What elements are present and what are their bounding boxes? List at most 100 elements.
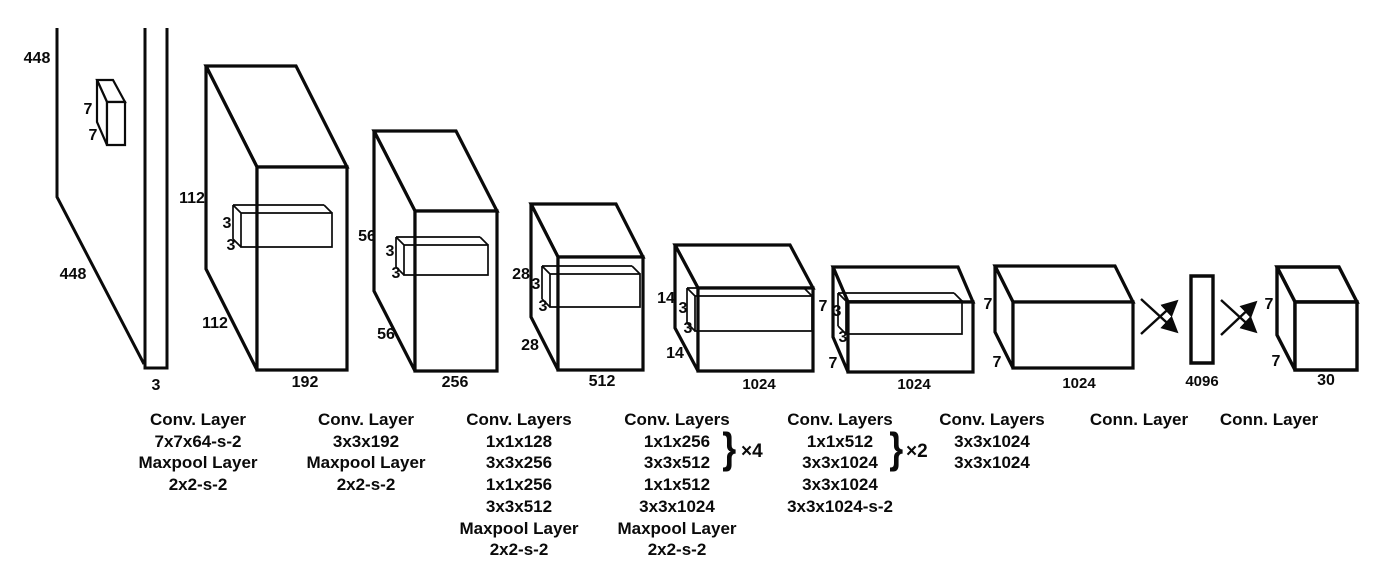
caption-line: 1x1x256	[643, 431, 711, 451]
caption-line: 2x2-s-2	[647, 540, 707, 560]
output-front-face	[1293, 300, 1359, 372]
conv-block-5-box	[830, 265, 976, 374]
dim-block3-kernel-top: 3	[532, 276, 541, 293]
dim-block1-depth: 192	[292, 374, 319, 391]
arrow-up-right-2	[1220, 300, 1258, 336]
caption-line: 2x2-s-2	[489, 540, 549, 560]
conv-block-3-box	[528, 202, 646, 372]
box5-top-face	[830, 265, 976, 304]
box6-top-face	[992, 264, 1136, 304]
kernel-slab-4	[686, 287, 813, 332]
output-cube	[1274, 265, 1360, 372]
dim-output-depth: 30	[1317, 372, 1335, 389]
caption-line: Maxpool Layer	[617, 518, 737, 538]
dim-output-top: 7	[1265, 296, 1274, 313]
dim-block4-top: 14	[657, 290, 675, 307]
caption-line: Maxpool Layer	[138, 453, 258, 473]
dim-block5-bottom: 7	[829, 355, 838, 372]
caption-line: Conn. Layer	[1219, 410, 1319, 429]
dim-block3-top: 28	[512, 266, 530, 283]
dim-block2-top: 56	[358, 228, 376, 245]
repeat-multiplier-x4: ×4	[741, 441, 763, 462]
kernel-slab-1	[232, 204, 333, 248]
dim-block3-kernel-bottom: 3	[539, 298, 548, 315]
fc-vector-4096	[1189, 274, 1215, 365]
conv-block-6-box	[992, 264, 1136, 370]
dim-block2-kernel-top: 3	[386, 243, 395, 260]
dim-block6-top: 7	[984, 296, 993, 313]
caption-line: 1x1x512	[643, 475, 711, 495]
dim-block3-depth: 512	[589, 373, 616, 390]
conv-block-2-box	[371, 129, 500, 373]
arrow-down-right-2	[1220, 299, 1258, 334]
kernel-slab-2	[395, 236, 489, 276]
caption-line: Conv. Layer	[317, 410, 415, 429]
dim-block2-bottom: 56	[377, 326, 395, 343]
caption-line: Conv. Layers	[787, 410, 893, 429]
caption-line: 1x1x128	[485, 431, 553, 451]
caption-line: 3x3x1024	[802, 475, 878, 495]
box1-front-face	[255, 165, 349, 372]
dim-block6-bottom: 7	[993, 354, 1002, 371]
dim-block4-bottom: 14	[666, 345, 684, 362]
dim-block5-depth: 1024	[897, 376, 931, 393]
caption-line: Maxpool Layer	[459, 518, 579, 538]
caption-conv-layers-4: Conv. Layers 1x1x256 3x3x512 1x1x512 3x3…	[617, 409, 736, 561]
caption-line: 1x1x256	[485, 475, 553, 495]
dim-block4-depth: 1024	[742, 376, 776, 393]
box4-front-face	[696, 286, 815, 373]
arrow-up-right-1	[1140, 299, 1179, 335]
caption-line: 7x7x64-s-2	[154, 431, 242, 451]
caption-conn-layer-1: Conn. Layer	[1090, 409, 1188, 431]
dim-block6-depth: 1024	[1062, 375, 1096, 392]
caption-line: 2x2-s-2	[168, 475, 228, 495]
caption-conv-layer-2: Conv. Layer 3x3x192 Maxpool Layer 2x2-s-…	[306, 409, 425, 496]
caption-line: 3x3x1024	[802, 453, 878, 473]
dim-input-width: 448	[60, 266, 87, 283]
dim-block5-kernel-top: 3	[833, 303, 842, 320]
box6-front-face	[1011, 300, 1135, 370]
caption-line: 3x3x192	[332, 431, 400, 451]
arrow-down-right-1	[1140, 298, 1179, 334]
dim-input-depth: 3	[152, 377, 161, 394]
repeat-multiplier-x2: ×2	[906, 441, 928, 462]
conv-block-1-box	[203, 64, 350, 372]
dim-input-kernel-top: 7	[84, 101, 93, 118]
repeat-brace-x2: }	[889, 423, 904, 472]
fc-crossing-arrows-1	[1140, 298, 1179, 335]
kernel-slab-3	[541, 265, 641, 308]
dim-block2-depth: 256	[442, 374, 469, 391]
dim-block4-kernel-bottom: 3	[684, 320, 693, 337]
caption-line: 1x1x512	[806, 431, 874, 451]
dim-block5-kernel-bottom: 3	[839, 329, 848, 346]
caption-line: Conv. Layers	[939, 410, 1045, 429]
input-plane-sheet	[55, 28, 146, 365]
caption-conn-layer-2: Conn. Layer	[1220, 409, 1318, 431]
input-image-plane	[55, 28, 169, 370]
dim-block2-kernel-bottom: 3	[392, 265, 401, 282]
caption-line: Conv. Layers	[624, 410, 730, 429]
box3-front-face	[556, 255, 645, 372]
dim-block5-top: 7	[819, 298, 828, 315]
dim-block4-kernel-top: 3	[679, 300, 688, 317]
caption-line: Conn. Layer	[1089, 410, 1189, 429]
dim-fc-units: 4096	[1185, 373, 1218, 390]
caption-line: 2x2-s-2	[336, 475, 396, 495]
caption-conv-layers-3: Conv. Layers 1x1x128 3x3x256 1x1x256 3x3…	[459, 409, 578, 561]
box2-front-face	[413, 209, 499, 373]
dim-block1-kernel-bottom: 3	[227, 237, 236, 254]
caption-line: 3x3x1024-s-2	[787, 496, 893, 516]
caption-line: 3x3x1024	[954, 431, 1030, 451]
caption-line: Conv. Layers	[466, 410, 572, 429]
caption-conv-layer-1: Conv. Layer 7x7x64-s-2 Maxpool Layer 2x2…	[138, 409, 257, 496]
caption-line: 3x3x512	[485, 496, 553, 516]
caption-line: 3x3x1024	[954, 453, 1030, 473]
caption-line: Maxpool Layer	[306, 453, 426, 473]
box5-front-face	[846, 300, 975, 374]
caption-line: 3x3x256	[485, 453, 553, 473]
dim-block1-kernel-top: 3	[223, 215, 232, 232]
kernel-slab-5	[837, 292, 963, 335]
caption-line: 3x3x1024	[639, 496, 715, 516]
